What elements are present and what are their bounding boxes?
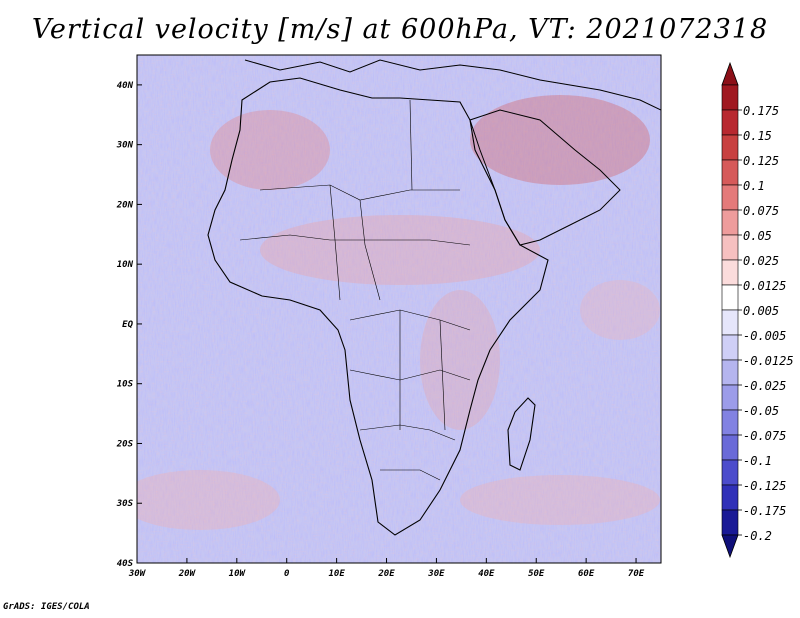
colorbar-swatch <box>721 109 739 136</box>
colorbar-label: 0.175 <box>743 104 779 118</box>
colorbar-label: -0.0125 <box>743 354 794 368</box>
colorbar-label: -0.005 <box>743 329 786 343</box>
lon-tick-label: 30W <box>128 569 147 579</box>
colorbar-label: -0.05 <box>743 404 779 418</box>
colorbar-bottom-arrow <box>721 534 739 559</box>
colorbar-swatch <box>721 434 739 461</box>
map-title: Vertical velocity [m/s] at 600hPa, VT: 2… <box>31 14 769 45</box>
colorbar-label: -0.175 <box>743 504 786 518</box>
colorbar-label: 0.075 <box>743 204 779 218</box>
lon-tick-label: 70E <box>628 569 645 579</box>
lat-tick-label: 30N <box>116 141 134 151</box>
lon-axis: 30W 20W 10W 0 10E 20E 30E 40E 50E 60E 70E <box>128 558 645 579</box>
colorbar-swatch <box>721 334 739 361</box>
colorbar-label: -0.1 <box>743 454 772 468</box>
lat-tick-label: 20S <box>116 439 134 449</box>
lat-tick-label: 40N <box>117 81 134 91</box>
lon-tick-label: 20E <box>377 569 395 579</box>
africa-coastline <box>207 77 549 536</box>
colorbar-label: 0.005 <box>743 304 779 318</box>
arabia <box>469 109 621 246</box>
lon-tick-label: 40E <box>478 569 495 579</box>
colorbar-label: 0.05 <box>743 229 772 243</box>
madagascar <box>507 397 536 471</box>
colorbar-swatch <box>721 184 739 211</box>
colorbar-label: 0.1 <box>743 179 765 193</box>
lon-tick-label: 60E <box>578 569 595 579</box>
lon-tick-label: 50E <box>528 569 545 579</box>
lon-tick-label: 20W <box>178 569 197 579</box>
map-frame <box>136 54 662 564</box>
colorbar-swatch <box>721 409 739 436</box>
lat-axis: 40N 30N 20N 10N EQ 10S 20S 30S 40S <box>116 81 142 569</box>
colorbar-label: 0.025 <box>743 254 779 268</box>
lat-tick-label: 10S <box>117 380 134 390</box>
lon-tick-label: 10E <box>328 569 345 579</box>
colorbar: 0.175 0.15 0.125 0.1 0.075 0.05 0.025 0.0125 0.0… <box>721 61 794 559</box>
colorbar-swatch <box>721 159 739 186</box>
colorbar-label: -0.075 <box>743 429 786 443</box>
colorbar-swatch <box>721 309 739 336</box>
colorbar-swatch <box>721 84 739 111</box>
colorbar-label: -0.125 <box>743 479 786 493</box>
colorbar-swatch <box>721 384 739 411</box>
lat-tick-label: 20N <box>116 200 134 210</box>
colorbar-swatch <box>721 509 739 536</box>
lat-tick-label: 10N <box>117 260 134 270</box>
colorbar-top-arrow <box>721 61 739 86</box>
lat-tick-label: 40S <box>117 559 134 569</box>
country-borders <box>239 99 471 481</box>
lon-tick-label: 30E <box>427 569 445 579</box>
colorbar-swatch <box>721 284 739 311</box>
colorbar-label: -0.025 <box>743 379 786 393</box>
colorbar-swatch <box>721 484 739 511</box>
europe-coast <box>244 59 661 111</box>
lon-tick-label: 0 <box>284 569 290 579</box>
colorbar-label: 0.15 <box>743 129 772 143</box>
colorbar-label: 0.125 <box>743 154 779 168</box>
colorbar-swatch <box>721 459 739 486</box>
colorbar-swatch <box>721 209 739 236</box>
colorbar-swatch <box>721 359 739 386</box>
colorbar-swatch <box>721 134 739 161</box>
colorbar-swatch <box>721 259 739 286</box>
lon-tick-label: 10W <box>229 569 247 579</box>
lat-tick-label: 30S <box>116 499 134 509</box>
colorbar-label: -0.2 <box>743 529 772 543</box>
colorbar-label: 0.0125 <box>743 279 786 293</box>
velocity-field <box>137 55 661 563</box>
colorbar-swatch <box>721 234 739 261</box>
grads-credit: GrADS: IGES/COLA <box>3 602 90 612</box>
lat-tick-label: EQ <box>122 320 133 330</box>
